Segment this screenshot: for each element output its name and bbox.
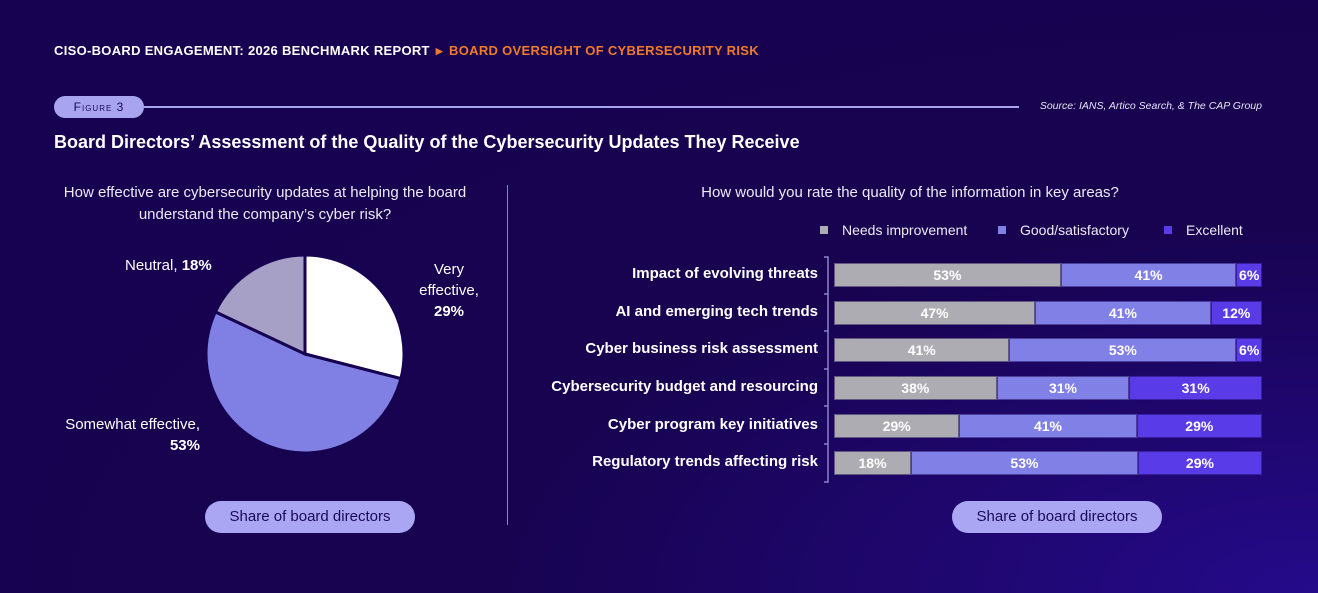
pie-label-very-effective: Very effective, 29%: [419, 261, 479, 320]
pie-chart: [204, 253, 406, 455]
legend-needs-improvement: Needs improvement: [820, 222, 967, 238]
divider: [507, 185, 508, 525]
bar-segment-good: 41%: [1035, 301, 1211, 325]
source-note: Source: IANS, Artico Search, & The CAP G…: [1039, 100, 1262, 112]
category-label: Impact of evolving threats: [632, 265, 818, 282]
bar-segment-good: 31%: [996, 376, 1130, 400]
bar-segment-good: 41%: [1060, 263, 1237, 287]
pie-footer-pill: Share of board directors: [205, 501, 415, 533]
breadcrumb: CISO-BOARD ENGAGEMENT: 2026 BENCHMARK RE…: [54, 43, 759, 58]
bar-segment-good: 53%: [911, 451, 1138, 475]
bar-segment-needs-improvement: 47%: [834, 301, 1036, 325]
legend-swatch: [820, 226, 828, 234]
category-axis: [824, 256, 829, 483]
breadcrumb-current: BOARD OVERSIGHT OF CYBERSECURITY RISK: [449, 43, 759, 58]
bar-segment-good: 53%: [1009, 338, 1237, 362]
pie-label-somewhat-effective: Somewhat effective, 53%: [65, 416, 200, 454]
category-label: AI and emerging tech trends: [615, 303, 818, 320]
bar-segment-excellent: 31%: [1129, 376, 1262, 400]
bar-segment-needs-improvement: 29%: [834, 414, 960, 438]
bar-segment-needs-improvement: 18%: [834, 451, 912, 475]
pie-slice-very-effective: [303, 253, 406, 381]
legend-good: Good/satisfactory: [998, 222, 1129, 238]
category-label: Cybersecurity budget and resourcing: [551, 378, 818, 395]
figure-label: Figure 3: [54, 96, 144, 118]
bar-segment-excellent: 6%: [1236, 338, 1262, 362]
bar-question: How would you rate the quality of the in…: [701, 184, 1119, 201]
figure-rule: [144, 106, 1019, 108]
legend-swatch: [998, 226, 1006, 234]
pie-slice-neutral: [213, 253, 307, 357]
legend-excellent: Excellent: [1164, 222, 1243, 238]
pie-label-neutral: Neutral, 18%: [125, 257, 212, 274]
pie-question: How effective are cybersecurity updates …: [63, 184, 467, 223]
category-label: Regulatory trends affecting risk: [592, 453, 818, 470]
bar-segment-excellent: 12%: [1210, 301, 1262, 325]
bar-segment-needs-improvement: 53%: [834, 263, 1061, 287]
bar-segment-needs-improvement: 38%: [834, 376, 997, 400]
figure-title: Board Directors’ Assessment of the Quali…: [54, 132, 800, 152]
pie-slice-somewhat-effective: [204, 309, 403, 455]
bar-segment-good: 41%: [959, 414, 1137, 438]
category-label: Cyber business risk assessment: [585, 340, 818, 357]
breadcrumb-root[interactable]: CISO-BOARD ENGAGEMENT: 2026 BENCHMARK RE…: [54, 43, 430, 58]
chevron-right-icon: ▶: [435, 46, 444, 56]
category-label: Cyber program key initiatives: [607, 416, 818, 433]
bar-segment-excellent: 29%: [1136, 414, 1262, 438]
bar-footer-pill: Share of board directors: [952, 501, 1162, 533]
bar-segment-needs-improvement: 41%: [834, 338, 1010, 362]
bar-segment-excellent: 29%: [1137, 451, 1262, 475]
legend-swatch: [1164, 226, 1172, 234]
bar-segment-excellent: 6%: [1236, 263, 1262, 287]
